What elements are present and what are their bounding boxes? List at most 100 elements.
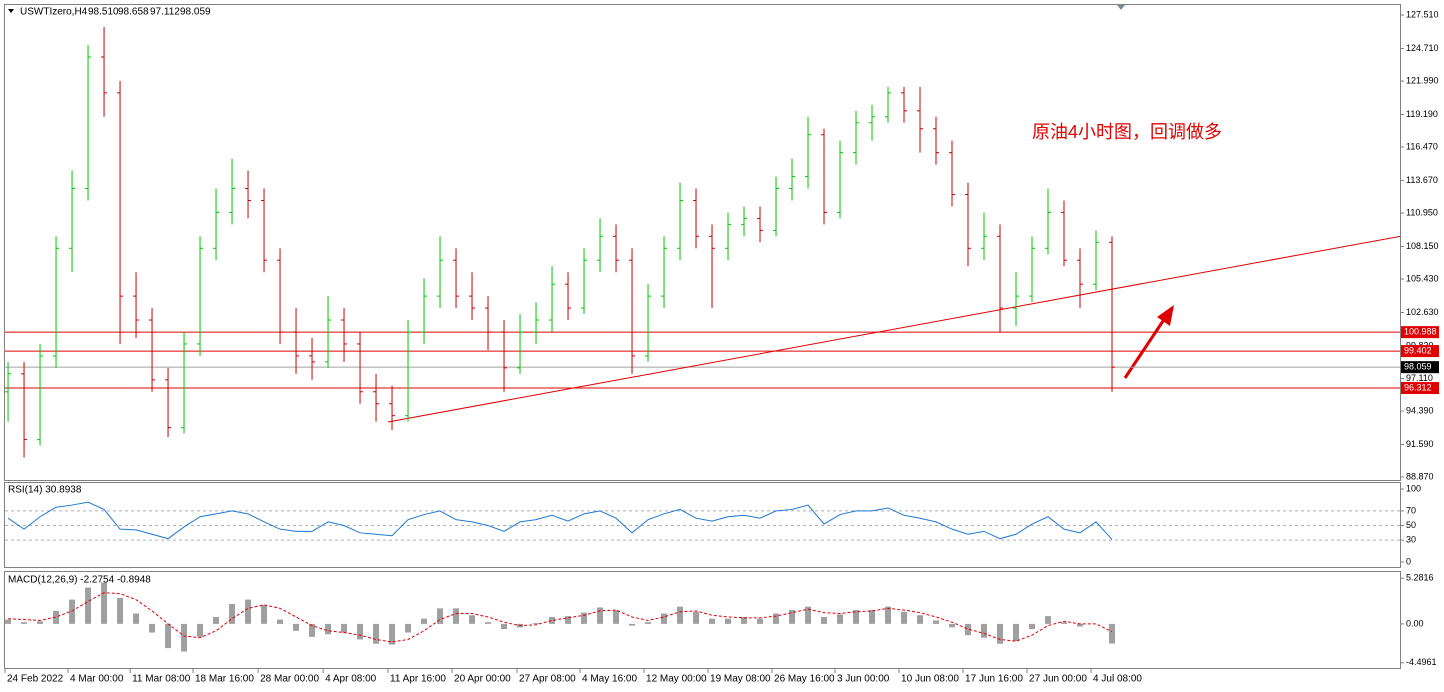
ohlc-high: 98.658 — [118, 7, 149, 18]
macd-bar — [853, 610, 860, 624]
candle — [821, 128, 828, 225]
y-tick-label: 127.510 — [1406, 9, 1439, 19]
candle — [949, 140, 956, 207]
y-tick-label: 121.990 — [1406, 75, 1439, 85]
macd-bar — [165, 623, 172, 649]
macd-bar — [565, 616, 572, 624]
y-tick-label: 105.430 — [1406, 273, 1439, 283]
rsi-title: RSI(14) 30.8938 — [8, 485, 82, 496]
y-tick-label: -4.4961 — [1406, 657, 1437, 667]
candle — [261, 188, 268, 273]
macd-bar — [789, 610, 796, 624]
price-label-bg — [1401, 361, 1439, 374]
candle — [69, 170, 76, 273]
macd-bar — [245, 599, 252, 624]
candle — [597, 218, 604, 273]
macd-bar — [1045, 616, 1052, 624]
candle — [613, 224, 620, 273]
macd-bar — [293, 623, 300, 631]
price-label: 99.402 — [1404, 345, 1432, 355]
macd-bar — [181, 623, 188, 652]
candle — [533, 302, 540, 344]
candle — [485, 296, 492, 350]
macd-bar — [597, 607, 604, 624]
candle — [1013, 272, 1020, 327]
annotation: 原油4小时图，回调做多 — [1032, 122, 1222, 142]
macd-bar — [133, 613, 140, 624]
candle — [581, 248, 588, 315]
candle — [661, 236, 668, 309]
macd-bar — [581, 612, 588, 624]
y-tick-label: 88.870 — [1406, 471, 1434, 481]
macd-bar — [1077, 623, 1084, 627]
rsi-line — [7, 501, 1113, 540]
macd-bar — [677, 606, 684, 624]
x-tick-label: 4 Jul 08:00 — [1093, 674, 1142, 685]
symbol: USWTIzero,H4 — [20, 7, 88, 18]
candle — [1029, 236, 1036, 303]
macd-bar — [325, 623, 332, 635]
y-tick-label: 0 — [1406, 556, 1411, 566]
x-tick-label: 17 Jun 16:00 — [965, 674, 1023, 685]
candle — [933, 116, 940, 165]
x-tick-label: 10 Jun 08:00 — [901, 674, 959, 685]
macd-bar — [661, 613, 668, 624]
y-tick-label: 108.150 — [1406, 241, 1439, 251]
candle — [789, 158, 796, 201]
candle — [677, 182, 684, 261]
candle — [325, 296, 332, 368]
candle — [693, 188, 700, 249]
macd-bar — [197, 623, 204, 637]
macd-bar — [101, 582, 108, 624]
candle — [277, 248, 284, 344]
candle — [181, 331, 188, 434]
candle — [517, 314, 524, 374]
candle — [725, 212, 732, 261]
macd-bar — [821, 616, 828, 624]
rsi-panel — [4, 482, 1401, 568]
y-tick-label: 110.950 — [1406, 207, 1438, 217]
macd-bar — [757, 618, 764, 624]
macd-bar — [453, 608, 460, 624]
macd-bar — [741, 616, 748, 624]
candle — [917, 86, 924, 153]
macd-bar — [1061, 622, 1068, 624]
candle — [805, 116, 812, 189]
signal-line — [8, 592, 1113, 643]
macd-bar — [629, 623, 636, 626]
y-tick-label: 30 — [1406, 534, 1416, 544]
candle — [437, 236, 444, 309]
candle — [245, 170, 252, 219]
y-tick-label: 94.390 — [1406, 405, 1434, 415]
macd-bar — [1029, 623, 1036, 630]
macd-bar — [309, 623, 316, 637]
y-tick-label: 100 — [1406, 483, 1421, 493]
y-tick-label: 97.110 — [1406, 373, 1433, 383]
macd-bar — [5, 619, 12, 624]
macd-bar — [949, 623, 956, 628]
macd-bar — [533, 623, 540, 624]
macd-bar — [485, 622, 492, 624]
macd-bar — [1013, 623, 1020, 642]
macd-bar — [117, 597, 124, 624]
x-tick-label: 4 Mar 00:00 — [70, 674, 124, 685]
ohlc-close: 98.059 — [180, 7, 211, 18]
macd-panel — [4, 571, 1401, 669]
candle — [453, 248, 460, 309]
x-tick-label: 26 May 16:00 — [774, 674, 835, 685]
macd-bar — [469, 615, 476, 624]
candle — [981, 212, 988, 261]
macd-bar — [421, 618, 428, 624]
trendline — [387, 235, 1401, 423]
macd-bar — [965, 623, 972, 636]
y-tick-label: 116.470 — [1406, 141, 1438, 151]
candle — [213, 188, 220, 261]
candle — [85, 45, 92, 201]
x-tick-label: 28 Mar 00:00 — [260, 674, 319, 685]
y-tick-label: 102.630 — [1406, 307, 1439, 317]
candle — [741, 206, 748, 237]
macd-bar — [693, 611, 700, 624]
macd-bar — [501, 623, 508, 630]
x-tick-label: 4 Apr 08:00 — [325, 674, 377, 685]
